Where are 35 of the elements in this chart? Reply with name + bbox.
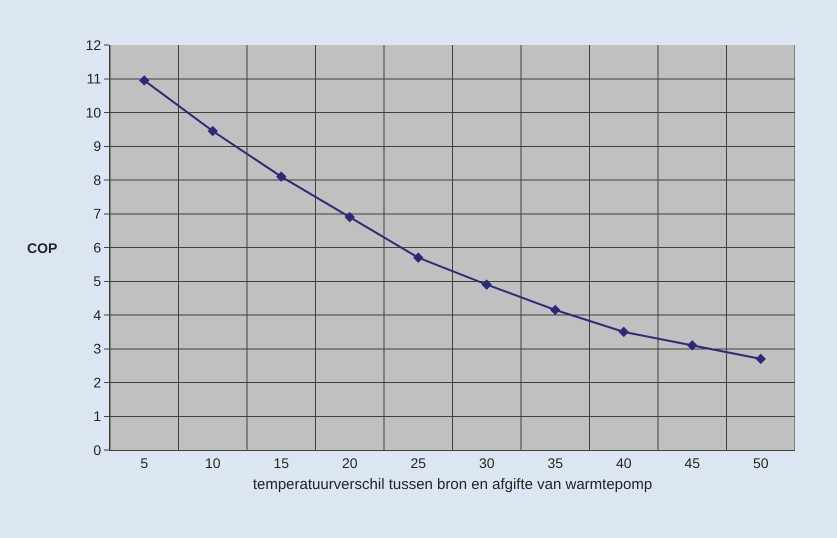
point xyxy=(482,279,492,290)
point xyxy=(756,354,766,364)
y-tick-label: 6 xyxy=(93,239,102,256)
point xyxy=(413,252,424,263)
x-tick-label: 40 xyxy=(616,454,632,471)
y-tick-label: 5 xyxy=(93,273,102,290)
x-axis-title: temperatuurverschil tussen bron en afgifte van warmtepomp xyxy=(252,476,652,493)
x-tick-label: 50 xyxy=(752,454,769,471)
point xyxy=(208,126,218,136)
y-tick-label: 3 xyxy=(93,340,102,357)
y-tick-label: 1 xyxy=(93,408,102,424)
x-tick-label: 25 xyxy=(410,454,426,471)
x-tick-label: 20 xyxy=(342,454,358,471)
point xyxy=(139,75,150,86)
x-tick-label: 35 xyxy=(547,454,564,471)
y-axis-title: COP xyxy=(27,240,58,256)
point xyxy=(550,304,560,316)
y-tick-label: 9 xyxy=(93,138,102,154)
point xyxy=(344,212,355,222)
y-tick-label: 2 xyxy=(93,374,102,390)
y-tick-label: 7 xyxy=(93,206,102,222)
x-tick-label: 10 xyxy=(204,454,221,471)
y-tick-label: 10 xyxy=(86,104,102,120)
x-tick-label: 15 xyxy=(273,454,290,471)
y-tick-label: 0 xyxy=(93,442,102,458)
x-tick-label: 45 xyxy=(684,454,700,471)
x-tick-label: 30 xyxy=(478,454,495,471)
point xyxy=(687,340,698,351)
point xyxy=(618,326,629,338)
point xyxy=(276,171,286,182)
y-tick-label: 12 xyxy=(86,36,102,53)
y-tick-label: 11 xyxy=(86,70,102,87)
y-tick-label: 8 xyxy=(93,172,102,188)
y-tick-label: 4 xyxy=(93,306,102,323)
x-tick-label: 5 xyxy=(140,454,148,471)
